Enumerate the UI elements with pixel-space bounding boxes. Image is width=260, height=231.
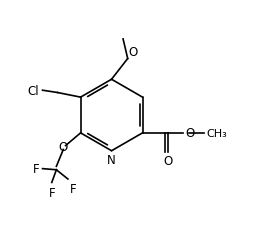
Text: O: O — [128, 46, 138, 58]
Text: CH₃: CH₃ — [206, 128, 227, 138]
Text: Cl: Cl — [28, 84, 39, 97]
Text: N: N — [107, 153, 116, 166]
Text: F: F — [32, 162, 39, 175]
Text: F: F — [70, 183, 77, 196]
Text: O: O — [186, 127, 195, 140]
Text: O: O — [59, 141, 68, 154]
Text: F: F — [48, 186, 55, 199]
Text: O: O — [163, 154, 172, 167]
